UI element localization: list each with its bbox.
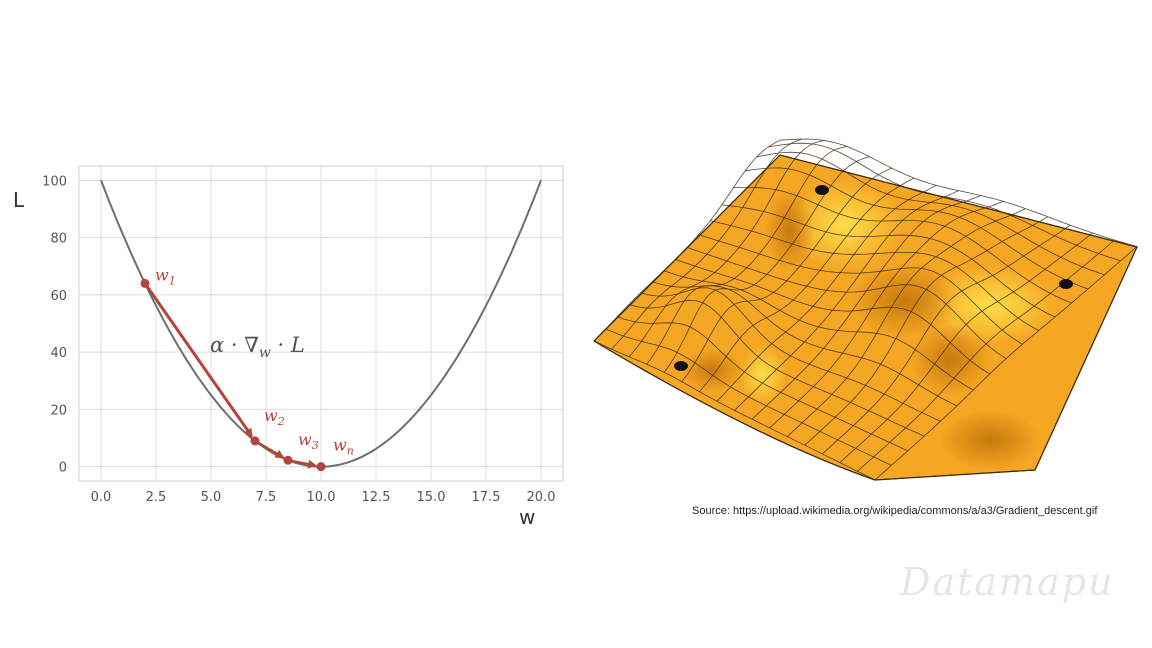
valley-shadow bbox=[682, 348, 742, 392]
mesh-line bbox=[751, 195, 981, 420]
x-tick-label: 10.0 bbox=[307, 490, 336, 505]
valley-shadow bbox=[850, 262, 960, 338]
y-tick-label: 80 bbox=[50, 232, 67, 247]
mesh-line bbox=[756, 151, 1105, 276]
watermark-logo: Datamapu bbox=[900, 560, 1115, 604]
step-arrow bbox=[254, 439, 285, 459]
mesh-line bbox=[698, 234, 1023, 345]
x-tick-label: 7.5 bbox=[256, 490, 277, 505]
y-tick-label: 20 bbox=[50, 403, 67, 418]
x-tick-label: 12.5 bbox=[362, 490, 391, 505]
loss-surface-3d bbox=[593, 138, 1138, 481]
mesh-line bbox=[839, 232, 1093, 463]
mesh-line bbox=[822, 224, 1071, 455]
step-arrow bbox=[287, 459, 318, 469]
valley-shadow bbox=[940, 410, 1040, 470]
descent-ball bbox=[815, 185, 829, 195]
valley-shadow bbox=[910, 325, 990, 395]
mesh-line bbox=[745, 167, 1089, 290]
y-axis-title: L bbox=[13, 188, 25, 212]
gradient-steps: w1 w2 w3 wn bbox=[140, 265, 354, 472]
step-point bbox=[140, 278, 150, 288]
surface-outline bbox=[593, 154, 1138, 481]
mesh-line bbox=[786, 208, 1026, 437]
source-caption: Source: https://upload.wikimedia.org/wik… bbox=[692, 505, 1098, 517]
mesh-line bbox=[734, 190, 959, 411]
mesh-line bbox=[857, 239, 1115, 472]
grid bbox=[79, 166, 563, 481]
step-label: w1 bbox=[155, 265, 176, 287]
step-point bbox=[316, 462, 326, 472]
mesh-line bbox=[710, 220, 1039, 331]
y-tick-label: 0 bbox=[59, 461, 67, 476]
x-tick-label: 5.0 bbox=[201, 490, 222, 505]
plot-frame bbox=[78, 165, 564, 482]
x-axis-title: w bbox=[519, 505, 535, 529]
y-tick-label: 40 bbox=[50, 346, 67, 361]
x-tick-label: 0.0 bbox=[91, 490, 112, 505]
mesh-line bbox=[874, 246, 1138, 481]
update-annotation: α · ∇w · L bbox=[210, 333, 305, 361]
mesh-line bbox=[733, 187, 1072, 304]
valley-shadow bbox=[765, 188, 815, 272]
step-label: w2 bbox=[264, 406, 285, 428]
y-tick-label: 60 bbox=[50, 289, 67, 304]
step-point bbox=[250, 436, 260, 446]
x-tick-label: 17.5 bbox=[472, 490, 501, 505]
x-tick-label: 2.5 bbox=[146, 490, 167, 505]
peak-highlight bbox=[787, 180, 903, 270]
x-tick-label: 20.0 bbox=[527, 490, 556, 505]
descent-ball bbox=[1059, 279, 1073, 289]
mesh-line bbox=[721, 204, 1056, 318]
loss-curve-chart: 0.0 2.5 5.0 7.5 10.0 12.5 15.0 17.5 20.0 0 20 40 60… bbox=[13, 165, 564, 529]
mesh-line bbox=[769, 200, 1004, 429]
step-point bbox=[283, 455, 293, 465]
x-tick-labels: 0.0 2.5 5.0 7.5 10.0 12.5 15.0 17.5 20.0 bbox=[91, 490, 556, 505]
y-tick-label: 100 bbox=[42, 174, 67, 189]
step-label: w3 bbox=[298, 430, 319, 452]
mesh-line bbox=[779, 138, 1138, 247]
descent-ball bbox=[674, 361, 688, 371]
y-tick-labels: 0 20 40 60 80 100 bbox=[42, 174, 67, 475]
step-arrow bbox=[143, 282, 253, 438]
step-label: wn bbox=[333, 436, 354, 458]
mesh-line bbox=[804, 216, 1049, 446]
x-tick-label: 15.0 bbox=[417, 490, 446, 505]
